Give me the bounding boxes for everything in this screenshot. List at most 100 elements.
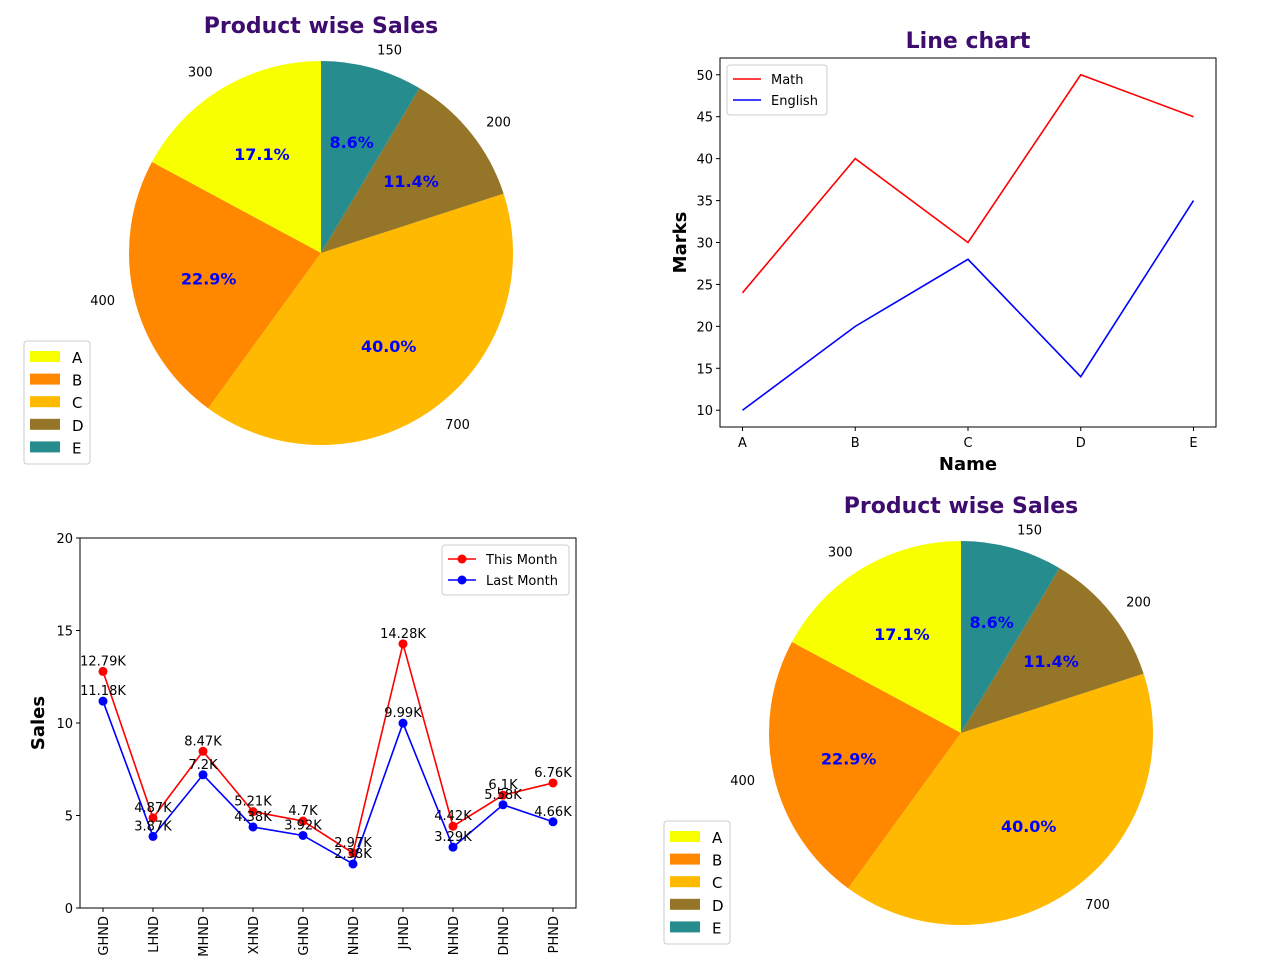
- x-tick-label: MHND: [197, 916, 212, 957]
- series-line-this-month: [102, 643, 554, 855]
- legend-label: E: [72, 439, 81, 457]
- x-tick-label: GHND: [97, 916, 112, 956]
- pie-value-label: 300: [828, 546, 853, 561]
- pie-slice-d: [961, 568, 1144, 733]
- pie-value-label: 700: [445, 418, 470, 433]
- legend-swatch: [670, 876, 700, 888]
- data-label: 2.97K: [334, 836, 372, 851]
- data-label: 14.28K: [380, 627, 426, 642]
- data-label: 6.76K: [534, 766, 572, 781]
- x-tick-label: DHND: [497, 916, 512, 956]
- data-label: 4.38K: [234, 810, 272, 825]
- data-label: 12.79K: [80, 654, 126, 669]
- data-point: [248, 807, 258, 817]
- y-tick-label: 10: [56, 717, 73, 732]
- legend-marker: [457, 575, 467, 585]
- series-line-math: [741, 73, 1194, 294]
- data-point: [548, 817, 558, 827]
- data-point: [498, 800, 508, 810]
- pie-value-label: 400: [90, 294, 115, 309]
- data-point: [98, 696, 108, 706]
- y-tick-label: 25: [696, 278, 713, 293]
- x-tick-label: GHND: [297, 916, 312, 956]
- data-point: [298, 816, 308, 826]
- pie-slice-e: [321, 61, 420, 253]
- pie-value-label: 150: [1017, 523, 1042, 538]
- x-tick-label: XHND: [247, 916, 262, 954]
- line-chart-2: Line chart 10 15 20 25 30 35 40 45 50 A B C D E Name Mar…: [670, 29, 1217, 475]
- legend-label: Math: [771, 73, 804, 88]
- pie-value-label: 700: [1085, 898, 1110, 913]
- data-point: [98, 666, 108, 676]
- data-point: [298, 830, 308, 840]
- y-tick-label: 5: [65, 810, 73, 825]
- x-tick-label: E: [1189, 436, 1197, 451]
- pie-value-label: 150: [377, 43, 402, 58]
- legend-swatch: [670, 898, 700, 910]
- pie-percent-label: 8.6%: [329, 133, 373, 152]
- line-chart-3: 0 5 10 15 20 GHND LHND MHND XHND GHND NHND JHND NHND…: [28, 532, 577, 957]
- data-label: 3.29K: [434, 830, 472, 845]
- pie-slice-a: [151, 61, 321, 253]
- legend-swatch: [670, 921, 700, 933]
- legend-label: A: [72, 349, 83, 367]
- legend-swatch: [30, 396, 60, 408]
- series-line-last-month: [102, 700, 554, 866]
- data-point: [548, 778, 558, 788]
- y-tick-label: 15: [696, 362, 713, 377]
- legend-marker: [457, 554, 467, 564]
- data-label: 8.47K: [184, 734, 222, 749]
- y-tick-label: 45: [696, 111, 713, 126]
- legend-label: English: [771, 94, 818, 109]
- legend-swatch: [30, 373, 60, 385]
- y-tick-label: 20: [56, 532, 73, 547]
- pie-percent-label: 17.1%: [234, 145, 290, 164]
- y-tick-label: 50: [696, 69, 713, 84]
- legend-label: B: [712, 852, 722, 870]
- legend: Math English: [726, 64, 828, 116]
- data-point: [198, 770, 208, 780]
- pie-slice-b: [769, 642, 961, 889]
- data-point: [348, 859, 358, 869]
- pie-slice-d: [321, 88, 504, 254]
- legend-swatch: [30, 441, 60, 453]
- pie-percent-label: 22.9%: [821, 750, 877, 769]
- data-point: [198, 746, 208, 756]
- pie-percent-label: 17.1%: [874, 625, 930, 644]
- x-tick-label: NHND: [347, 916, 362, 955]
- legend-swatch: [30, 418, 60, 430]
- data-point: [398, 718, 408, 728]
- y-axis-label: Marks: [670, 212, 691, 274]
- x-tick-label: JHND: [397, 916, 412, 950]
- data-label: 7.2K: [188, 758, 218, 773]
- data-label: 3.87K: [134, 819, 172, 834]
- data-point: [498, 790, 508, 800]
- chart-title: Product wise Sales: [204, 14, 439, 39]
- pie-percent-label: 11.4%: [383, 172, 439, 191]
- legend-box: [441, 544, 570, 596]
- legend-box: [726, 64, 828, 116]
- x-axis-label: Name: [939, 454, 997, 475]
- y-tick-label: 30: [696, 237, 713, 252]
- series-line-english: [742, 200, 1195, 411]
- legend-swatch: [30, 351, 60, 362]
- data-label: 2.38K: [334, 847, 372, 862]
- pie-chart-4: Product wise Sales 17.1% 300 22.9% 400 40.0% 7…: [663, 494, 1154, 945]
- y-tick-label: 20: [696, 320, 713, 335]
- legend-label: Last Month: [486, 574, 558, 589]
- pie-percent-label: 40.0%: [1001, 817, 1057, 836]
- y-axis-label: Sales: [28, 696, 49, 750]
- legend-swatch: [670, 853, 700, 865]
- data-label: 4.42K: [434, 809, 472, 824]
- data-label: 5.21K: [234, 795, 272, 810]
- y-tick-label: 0: [65, 902, 73, 917]
- y-tick-label: 40: [696, 153, 713, 168]
- y-tick-label: 15: [56, 625, 73, 640]
- legend-label: D: [712, 897, 724, 915]
- data-point: [398, 639, 408, 649]
- data-label: 4.66K: [534, 805, 572, 820]
- pie-percent-label: 11.4%: [1023, 652, 1079, 671]
- x-tick-label: A: [738, 436, 747, 451]
- pie-slice-c: [848, 673, 1154, 925]
